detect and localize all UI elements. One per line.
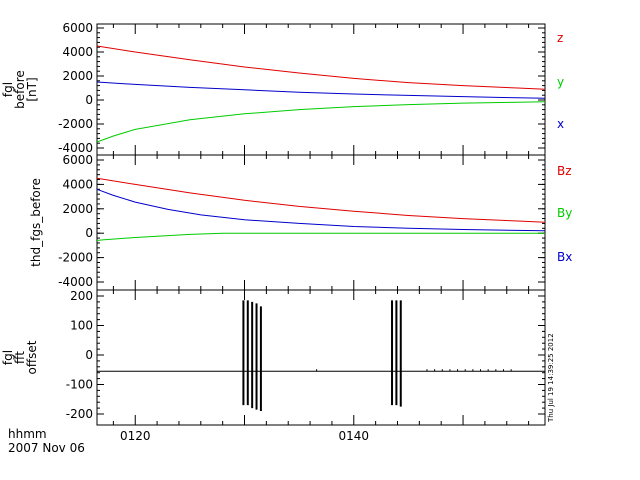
y-axis-title: fgl	[1, 82, 15, 97]
timestamp-stamp: Thu Jul 19 14:39:25 2012	[547, 333, 555, 423]
y-tick-label: 4000	[62, 45, 93, 59]
y-axis-title: thd_fgs_before	[29, 178, 43, 267]
x-axis-label: hhmm	[8, 427, 47, 441]
date-label: 2007 Nov 06	[8, 441, 85, 455]
y-axis-title: offset	[25, 340, 39, 374]
y-tick-label: 0	[85, 93, 93, 107]
y-tick-label: 200	[70, 289, 93, 303]
panel-frame	[96, 289, 546, 426]
y-axis-title: fgl	[1, 350, 15, 365]
y-tick-label: 4000	[62, 177, 93, 191]
y-axis-title: [nT]	[25, 77, 39, 101]
y-tick-label: 2000	[62, 69, 93, 83]
y-tick-label: -200	[66, 407, 93, 421]
y-tick-label: 100	[70, 319, 93, 333]
y-tick-label: -4000	[58, 141, 93, 155]
y-tick-label: 6000	[62, 21, 93, 35]
legend-bx: Bx	[557, 250, 572, 264]
y-tick-label: 2000	[62, 202, 93, 216]
x-tick-label: 0120	[120, 429, 151, 443]
series-line-bz	[96, 177, 546, 223]
y-tick-label: 0	[85, 226, 93, 240]
y-tick-label: 6000	[62, 153, 93, 167]
y-tick-label: -2000	[58, 117, 93, 131]
series-line-z	[96, 45, 546, 90]
y-axis-title: before	[13, 70, 27, 109]
series-line-x	[96, 81, 546, 99]
legend-x: x	[557, 117, 564, 131]
y-tick-label: -2000	[58, 251, 93, 265]
legend-bz: Bz	[557, 164, 572, 178]
x-tick-label: 0140	[339, 429, 370, 443]
panel-frame	[96, 23, 546, 156]
panel-frame	[96, 154, 546, 291]
y-tick-label: 0	[85, 348, 93, 362]
y-tick-label: -100	[66, 378, 93, 392]
legend-z: z	[557, 31, 563, 45]
series-line-by	[96, 232, 545, 241]
legend-y: y	[557, 75, 564, 89]
y-tick-label: -4000	[58, 275, 93, 289]
panel-thd-fgs-before: 6000 4000 2000 0 -2000 -4000 thd_fgs_before Bz B…	[29, 153, 572, 291]
series-line-y	[96, 101, 546, 143]
y-axis-title: fft	[13, 351, 27, 364]
legend-by: By	[557, 206, 572, 220]
series-line-bx	[96, 188, 546, 232]
